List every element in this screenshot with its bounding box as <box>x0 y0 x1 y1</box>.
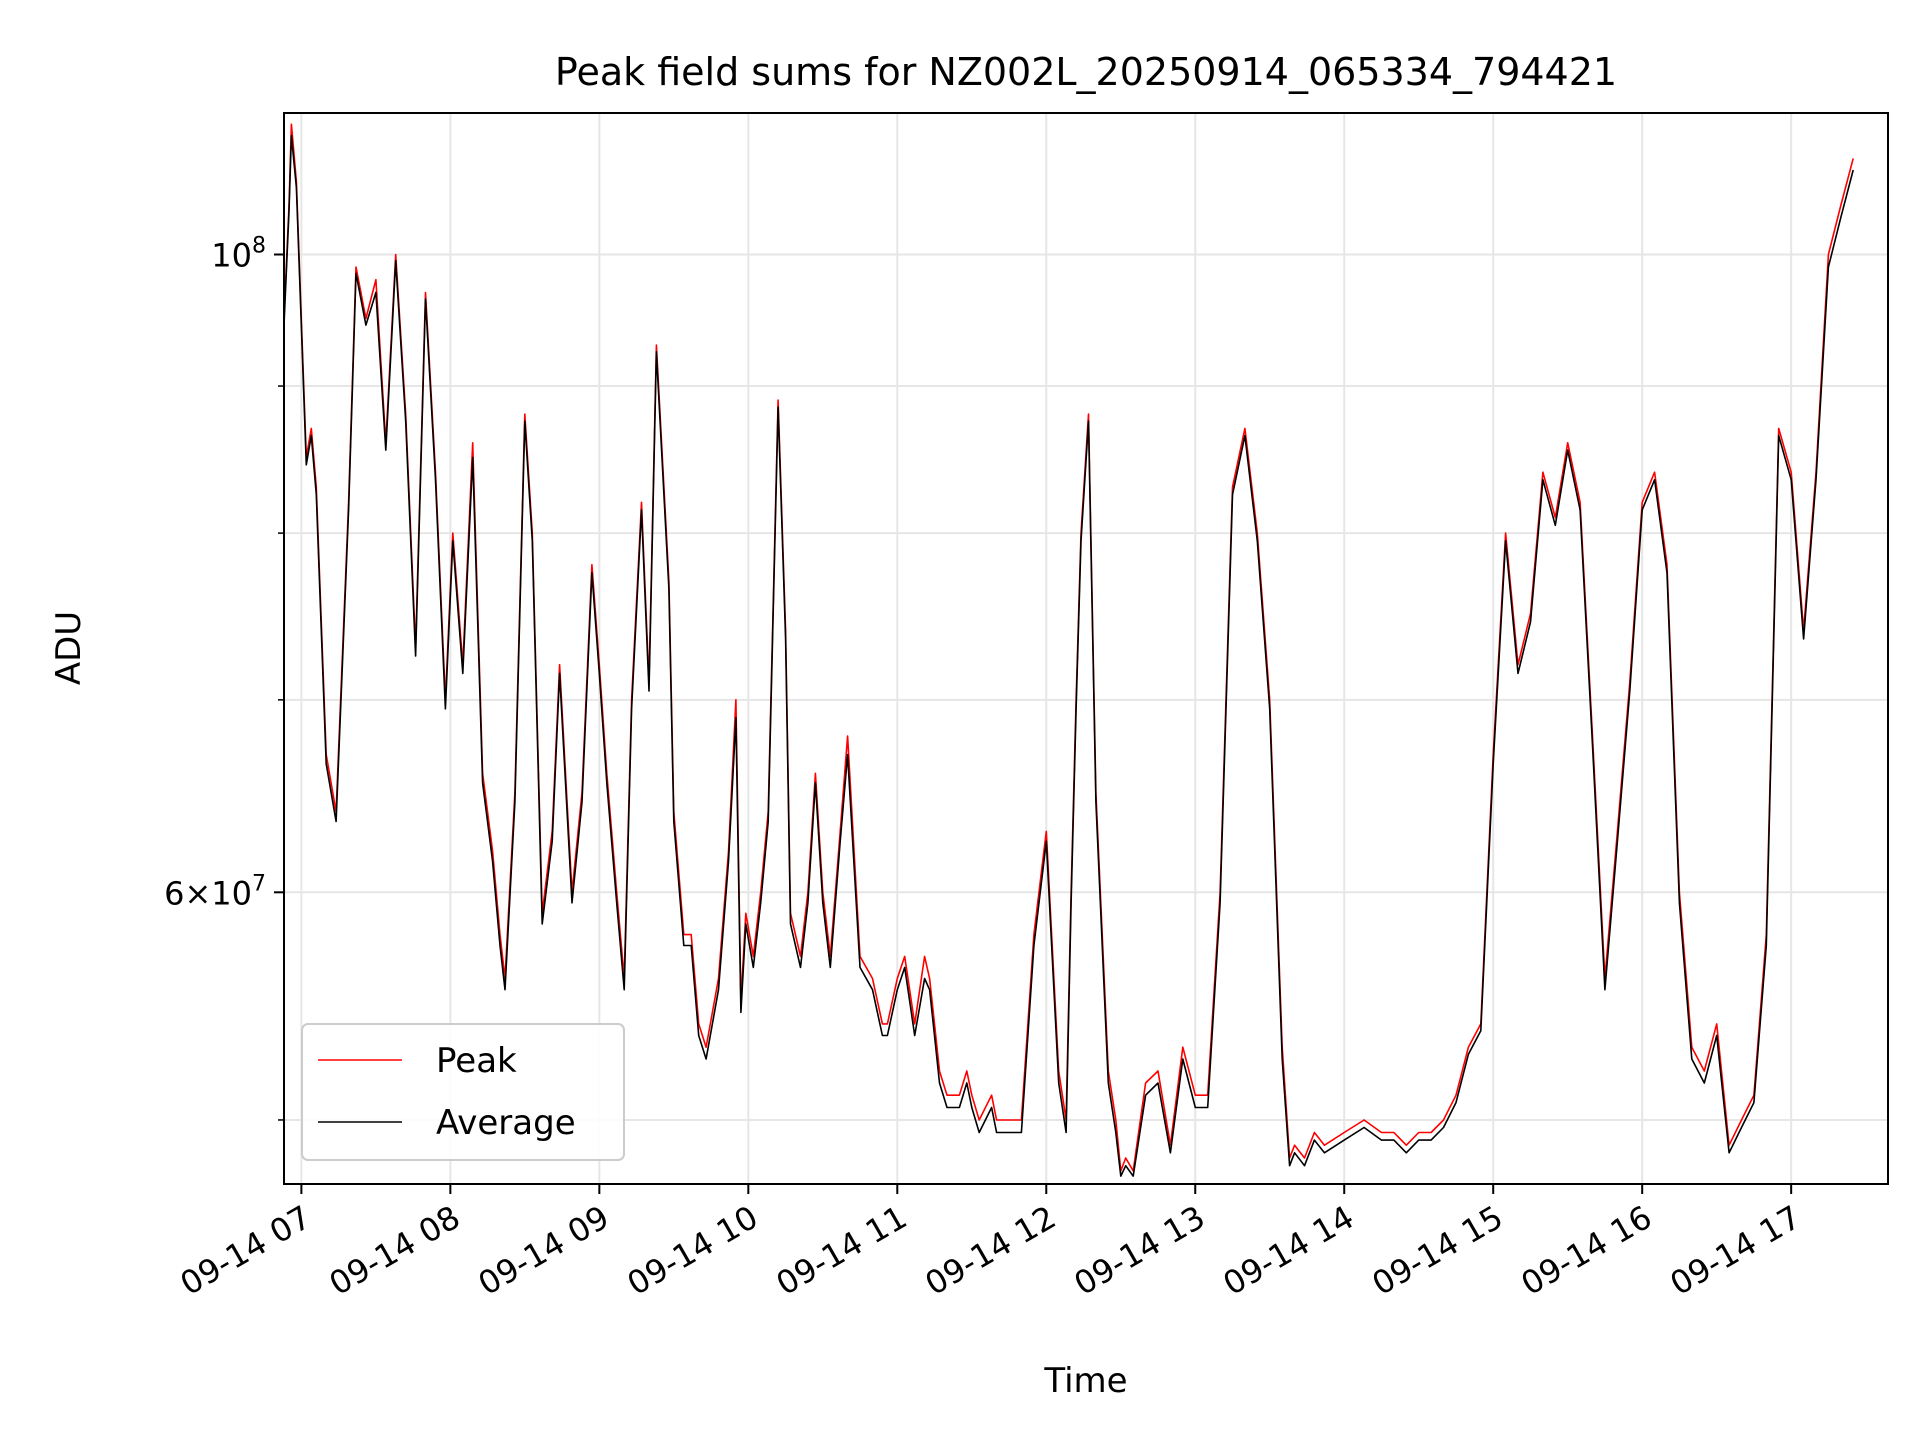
series-line-average <box>283 134 1854 1177</box>
x-tick-label: 09-14 17 <box>1664 1198 1808 1303</box>
x-axis: 09-14 07 09-14 08 09-14 09 09-14 10 09-14 11… <box>174 1184 1807 1303</box>
legend-box <box>301 1023 625 1161</box>
y-tick-times: × <box>184 874 211 912</box>
y-tick-exponent: 7 <box>252 871 266 896</box>
x-tick-label: 09-14 11 <box>770 1198 914 1303</box>
plot-frame <box>283 112 1889 1185</box>
x-tick-label: 09-14 14 <box>1217 1198 1361 1303</box>
legend: Peak Average <box>301 1023 625 1161</box>
y-tick-label: 108 <box>211 234 266 275</box>
y-tick-base: 10 <box>211 237 252 275</box>
y-tick-base: 10 <box>211 874 252 912</box>
x-axis-label: Time <box>1043 1361 1127 1401</box>
x-tick-label: 09-14 07 <box>174 1198 318 1303</box>
y-axis-label: ADU <box>49 611 89 685</box>
chart-title: Peak field sums for NZ002L_20250914_0653… <box>555 50 1617 94</box>
x-tick-label: 09-14 08 <box>323 1198 467 1303</box>
series-layer <box>283 123 1854 1177</box>
x-tick-label: 09-14 16 <box>1515 1198 1659 1303</box>
x-tick-label: 09-14 12 <box>919 1198 1063 1303</box>
y-tick-mantissa: 6 <box>164 874 184 912</box>
x-tick-label: 09-14 09 <box>472 1198 616 1303</box>
y-tick-label: 6×107 <box>164 871 266 912</box>
x-tick-label: 09-14 15 <box>1366 1198 1510 1303</box>
x-tick-label: 09-14 10 <box>621 1198 765 1303</box>
legend-label-average: Average <box>436 1103 576 1143</box>
legend-label-peak: Peak <box>436 1041 517 1081</box>
x-tick-label: 09-14 13 <box>1068 1198 1212 1303</box>
y-tick-exponent: 8 <box>252 234 266 259</box>
